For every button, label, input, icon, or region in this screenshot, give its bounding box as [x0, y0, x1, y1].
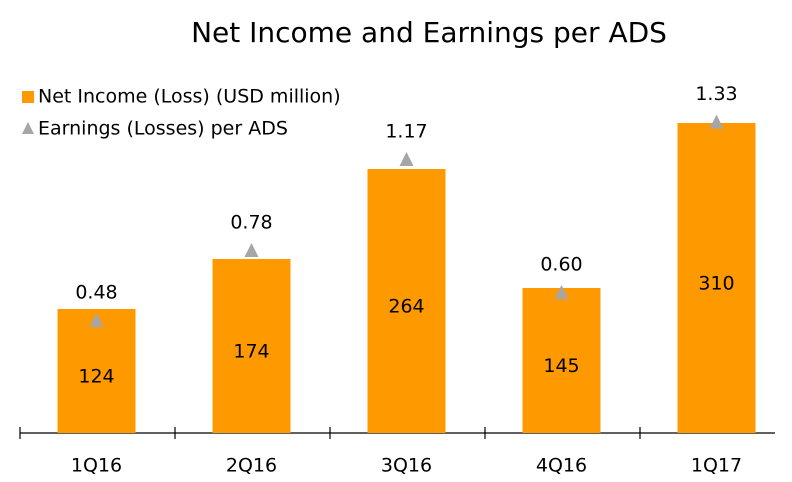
eps-marker: [554, 285, 569, 299]
legend-label: Earnings (Losses) per ADS: [38, 118, 288, 140]
bar-label: 124: [78, 366, 114, 388]
eps-label: 0.60: [540, 254, 582, 276]
bar: [57, 309, 136, 433]
bar-label: 174: [233, 341, 269, 363]
bar-label: 264: [388, 296, 424, 318]
eps-label: 1.17: [385, 121, 427, 143]
x-tick-label: 2Q16: [226, 455, 277, 477]
bar: [367, 169, 446, 433]
eps-marker: [399, 152, 414, 166]
legend-label: Net Income (Loss) (USD million): [38, 86, 341, 108]
chart-title: Net Income and Earnings per ADS: [191, 16, 667, 49]
eps-label: 0.48: [75, 282, 117, 304]
bar: [522, 288, 601, 433]
x-tick-label: 1Q16: [71, 455, 122, 477]
bar: [677, 123, 756, 433]
legend-marker: [22, 122, 34, 134]
eps-marker: [709, 114, 724, 129]
eps-label: 0.78: [230, 212, 272, 234]
bar-label: 310: [698, 273, 734, 295]
bar: [212, 259, 291, 433]
x-tick-label: 1Q17: [691, 455, 742, 477]
eps-marker: [89, 313, 104, 327]
legend-marker: [22, 91, 34, 103]
eps-marker: [244, 243, 259, 257]
x-tick-label: 3Q16: [381, 455, 432, 477]
eps-label: 1.33: [695, 83, 737, 105]
x-tick-label: 4Q16: [536, 455, 587, 477]
bar-label: 145: [543, 355, 579, 377]
